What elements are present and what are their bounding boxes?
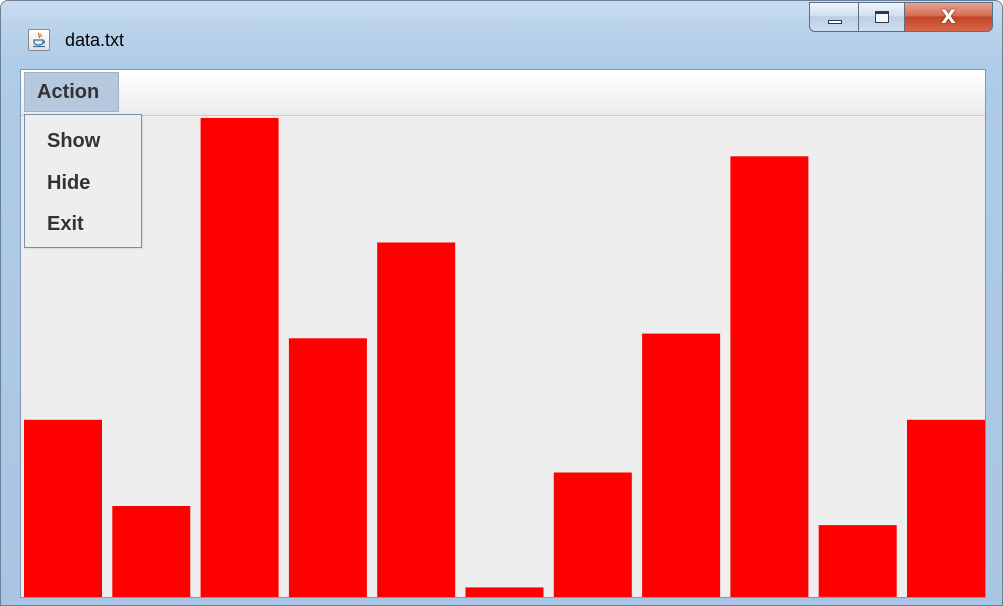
- caption-buttons: X: [809, 2, 993, 34]
- bar: [642, 333, 721, 597]
- close-button[interactable]: X: [905, 2, 993, 32]
- menu-item-exit[interactable]: Exit: [47, 213, 84, 235]
- menu-action[interactable]: Action: [24, 72, 119, 112]
- maximize-button[interactable]: [859, 2, 905, 32]
- bar-chart: [24, 118, 985, 597]
- action-popup-menu: Show Hide Exit: [24, 114, 142, 248]
- window-title: data.txt: [65, 30, 125, 50]
- menu-item-show[interactable]: Show: [47, 130, 101, 152]
- close-icon: X: [941, 6, 956, 28]
- bar: [377, 242, 456, 597]
- bar: [465, 587, 544, 597]
- menu-bar: Action: [21, 70, 985, 116]
- minimize-icon: [810, 3, 858, 31]
- title-bar[interactable]: data.txt X: [1, 1, 1002, 67]
- bar: [553, 472, 632, 597]
- bar: [112, 506, 191, 597]
- bar: [288, 338, 367, 597]
- java-cup-icon[interactable]: [28, 29, 50, 51]
- bar: [730, 156, 809, 597]
- bar: [818, 525, 897, 597]
- menu-item-hide[interactable]: Hide: [47, 172, 91, 194]
- client-area: Action: [20, 69, 986, 598]
- bar: [907, 419, 985, 597]
- bar: [24, 419, 102, 597]
- bar: [200, 118, 279, 597]
- minimize-button[interactable]: [809, 2, 859, 32]
- maximize-icon: [859, 3, 904, 31]
